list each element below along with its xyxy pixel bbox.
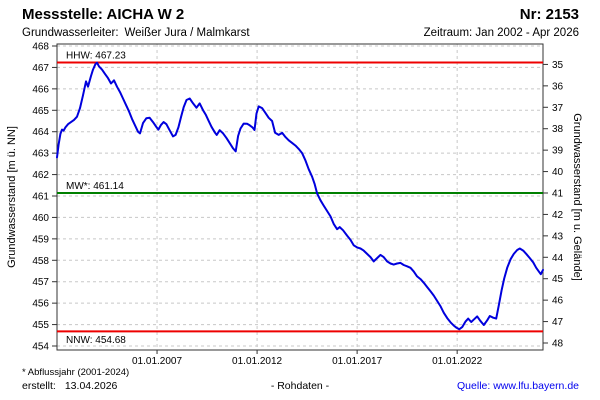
left-axis-tick-label: 465 (32, 106, 49, 117)
aquifer-label: Grundwasserleiter: (22, 27, 119, 39)
left-axis-tick-label: 459 (32, 234, 49, 245)
right-axis-tick-label: 46 (552, 296, 564, 307)
right-axis-tick-label: 47 (552, 317, 564, 328)
left-axis-tick-label: 457 (32, 277, 49, 288)
right-axis-tick-label: 37 (552, 103, 564, 114)
created-info: erstellt: 13.04.2026 (22, 380, 117, 392)
left-axis-tick-label: 461 (32, 192, 49, 203)
x-axis-tick-label: 01.01.2017 (332, 356, 382, 367)
left-axis-tick-label: 463 (32, 149, 49, 160)
reference-line-label-nnw: NNW: 454.68 (66, 335, 126, 346)
data-series-line-0 (56, 61, 544, 331)
page-title: Messstelle: AICHA W 2 (22, 6, 185, 23)
source-link[interactable]: Quelle: www.lfu.bayern.de (457, 380, 579, 392)
right-axis-tick-label: 36 (552, 81, 564, 92)
right-axis-tick-label: 39 (552, 146, 564, 157)
created-date: 13.04.2026 (64, 380, 118, 392)
x-axis-tick-label: 01.01.2012 (232, 356, 282, 367)
reference-line-label-hhw: HHW: 467.23 (66, 51, 126, 62)
right-axis-tick-label: 45 (552, 274, 564, 285)
left-axis-tick-label: 466 (32, 84, 49, 95)
left-axis-title: Grundwasserstand [m ü. NN] (6, 126, 18, 268)
right-axis-tick-label: 41 (552, 189, 564, 200)
period-label: Zeitraum: Jan 2002 - Apr 2026 (423, 27, 579, 39)
right-axis-tick-label: 42 (552, 210, 564, 221)
header-row: Messstelle: AICHA W 2 Nr: 2153 (22, 6, 579, 23)
right-axis-title: Grundwasserstand [m u. Gelände] (571, 113, 583, 281)
aquifer-info: Grundwasserleiter: Weißer Jura / Malmkars… (22, 27, 250, 39)
footnote: * Abflussjahr (2001-2024) (22, 367, 130, 378)
reference-line-label-mw: MW*: 461.14 (66, 181, 124, 192)
right-axis-tick-label: 40 (552, 167, 564, 178)
x-axis-tick-label: 01.01.2007 (132, 356, 182, 367)
left-axis-tick-label: 460 (32, 213, 49, 224)
right-axis-tick-label: 48 (552, 339, 564, 350)
right-axis-tick-label: 35 (552, 60, 564, 71)
subheader-row: Grundwasserleiter: Weißer Jura / Malmkars… (22, 27, 579, 39)
created-label: erstellt: (22, 380, 56, 392)
left-axis-tick-label: 467 (32, 63, 49, 74)
right-axis-tick-label: 44 (552, 253, 564, 264)
x-axis-tick-label: 01.01.2022 (432, 356, 482, 367)
right-axis-tick-label: 38 (552, 124, 564, 135)
station-number: Nr: 2153 (519, 6, 579, 23)
left-axis-tick-label: 455 (32, 320, 49, 331)
left-axis-tick-label: 468 (32, 42, 49, 53)
left-axis-tick-label: 464 (32, 127, 49, 138)
right-axis-tick-label: 43 (552, 231, 564, 242)
aquifer-value: Weißer Jura / Malmkarst (124, 27, 250, 39)
left-axis-tick-label: 458 (32, 256, 49, 267)
left-axis-tick-label: 456 (32, 299, 49, 310)
left-axis-tick-label: 462 (32, 170, 49, 181)
plot-frame (56, 43, 544, 351)
left-axis-tick-label: 454 (32, 342, 49, 353)
